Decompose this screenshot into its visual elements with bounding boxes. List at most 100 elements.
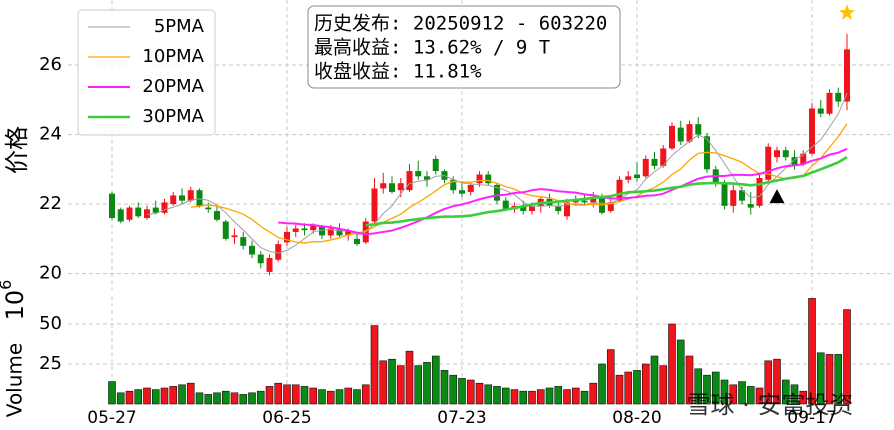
candle-body: [782, 150, 789, 158]
candle-body: [520, 205, 527, 212]
volume-bar: [799, 390, 808, 405]
scale-exponent: 6: [0, 280, 15, 290]
candle-body: [380, 183, 387, 189]
candle-body: [625, 176, 632, 180]
star-marker: [838, 4, 856, 20]
volume-bar: [379, 360, 388, 405]
volume-bar: [781, 379, 790, 405]
candle-body: [660, 148, 667, 166]
candle-body: [739, 190, 745, 201]
candle-body: [581, 200, 588, 203]
candle-body: [249, 245, 255, 255]
candle-body: [459, 190, 465, 194]
volume-bar: [816, 352, 825, 405]
candle-body: [109, 193, 115, 219]
volume-bar: [633, 370, 641, 405]
volume-bar: [711, 371, 720, 405]
candle-body: [651, 158, 658, 166]
candle-body: [721, 183, 728, 206]
volume-bar: [239, 394, 248, 405]
y-axis-label: Volume: [3, 343, 27, 417]
candle-body: [686, 124, 693, 142]
volume-bar: [291, 384, 300, 405]
volume-bar: [720, 379, 729, 405]
candle-body: [747, 204, 754, 208]
annotation-box: [307, 5, 621, 89]
candle-body: [555, 205, 562, 212]
legend-label: 30PMA: [142, 106, 204, 127]
x-tick-label: 08-20: [612, 408, 661, 428]
candle-body: [319, 226, 325, 236]
candle-body: [336, 228, 343, 236]
volume-bar: [431, 355, 440, 405]
volume-bar: [335, 389, 344, 405]
candle-body: [371, 188, 378, 222]
candle-body: [467, 184, 474, 192]
candle-body: [642, 158, 649, 177]
candle-body: [126, 207, 133, 220]
volume-bar: [668, 323, 676, 405]
volume-bar: [458, 378, 466, 405]
volume-bar: [151, 389, 160, 405]
volume-bar: [388, 358, 396, 405]
candle-body: [634, 174, 640, 179]
candle-body: [809, 108, 815, 154]
candle-body: [844, 49, 850, 102]
volume-bar: [676, 339, 685, 405]
volume-bar: [213, 392, 221, 405]
volume-bar: [825, 354, 834, 405]
candle-body: [397, 183, 404, 191]
volume-bar: [703, 374, 711, 405]
volume-bar: [160, 387, 169, 405]
candle-body: [485, 174, 492, 184]
volume-bar: [519, 390, 528, 405]
volume-bar: [493, 386, 501, 405]
volume-bar: [186, 382, 195, 405]
volume-bar: [326, 390, 335, 405]
candle-body: [170, 195, 177, 205]
volume-bar: [624, 371, 633, 405]
volume-bar: [221, 390, 230, 405]
volume-bar: [598, 363, 606, 405]
candle-body: [292, 228, 299, 232]
volume-bar: [283, 384, 291, 405]
candle-body: [432, 158, 439, 172]
y-tick-label: 25: [39, 353, 62, 374]
y-tick-label: 26: [39, 54, 62, 75]
candle-body: [275, 244, 282, 260]
volume-bar: [248, 392, 256, 405]
volume-bar: [501, 387, 510, 405]
volume-bar: [729, 384, 738, 405]
candle-body: [677, 127, 684, 142]
volume-bar: [423, 362, 431, 405]
candle-body: [774, 150, 780, 158]
legend: 5PMA 10PMA 20PMA 30PMA: [77, 9, 216, 136]
volume-bar: [685, 355, 694, 405]
candle-body: [266, 258, 273, 272]
y-tick-label: 20: [39, 263, 62, 284]
volume-bar: [230, 392, 239, 405]
candle-body: [205, 207, 212, 210]
legend-label: 5PMA: [154, 16, 205, 37]
volume-bar: [580, 390, 589, 405]
volume-bar: [414, 365, 423, 405]
volume-bar: [528, 390, 536, 405]
candle-body: [415, 171, 422, 177]
candle-body: [222, 221, 229, 239]
volume-bar: [834, 354, 843, 405]
volume-bar: [606, 349, 615, 405]
ma-line: [365, 156, 848, 227]
volume-bar: [545, 387, 554, 405]
volume-bar: [510, 389, 519, 405]
volume-bar: [143, 387, 151, 405]
candle-body: [572, 200, 579, 203]
legend-label: 20PMA: [142, 76, 204, 97]
x-tick-label: 09-17: [787, 408, 836, 428]
volume-bar: [274, 382, 283, 405]
candle-body: [187, 190, 194, 201]
candle-body: [800, 153, 807, 165]
candle-body: [214, 211, 220, 220]
annotation-line: 历史发布: 20250912 - 603220: [314, 13, 607, 35]
